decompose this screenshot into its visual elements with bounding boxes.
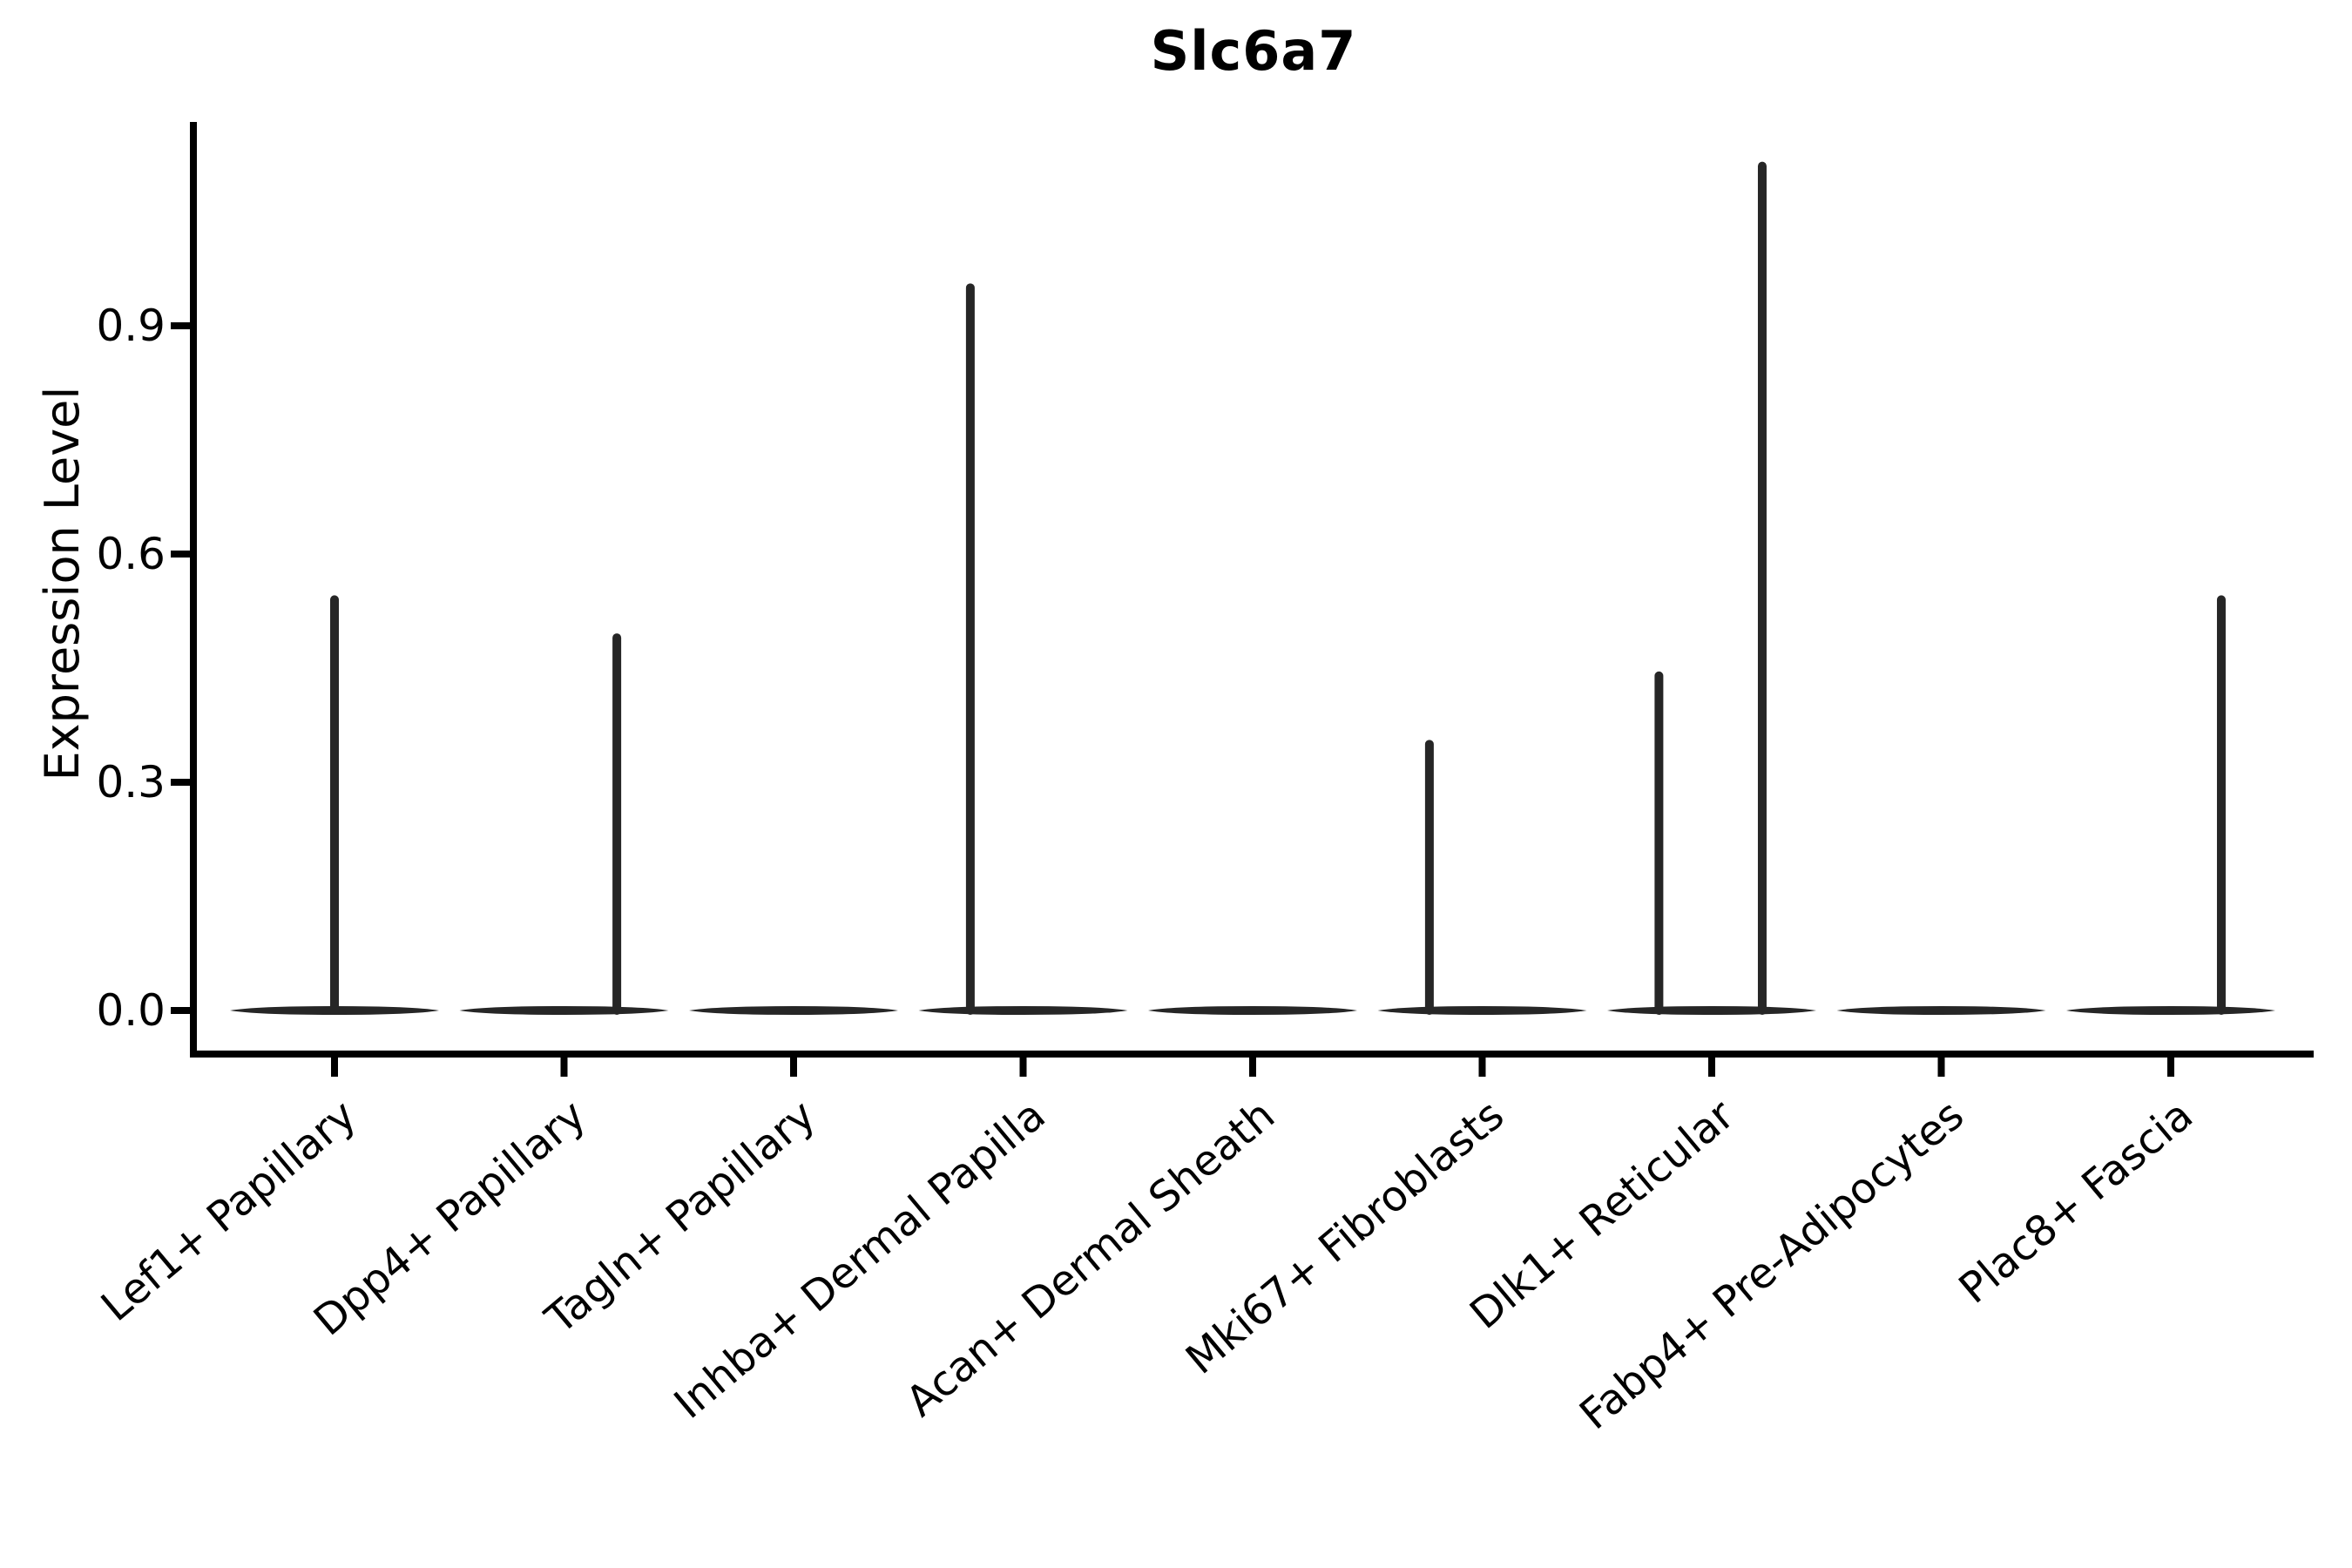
violin-base: [1377, 1006, 1587, 1015]
violin-base: [689, 1006, 898, 1015]
violin-plac8-fascia: [2066, 595, 2275, 1015]
violin-base: [2066, 1006, 2275, 1015]
x-tick-mark: [1478, 1058, 1486, 1077]
x-tick-mark: [1249, 1058, 1256, 1077]
y-tick-label: 0.9: [96, 301, 166, 351]
x-tick-mark: [1937, 1058, 1945, 1077]
violin-mki67-fibroblasts: [1377, 740, 1587, 1015]
violin-dpp4-papillary: [459, 633, 669, 1015]
x-tick-mark: [2167, 1058, 2174, 1077]
y-tick-mark: [171, 551, 190, 558]
violin-fabp4-pre-adipocytes: [1836, 1006, 2046, 1015]
violin-base: [918, 1006, 1128, 1015]
violin-acan-dermal-sheath: [1148, 1006, 1357, 1015]
violin-base: [1836, 1006, 2046, 1015]
y-tick-mark: [171, 779, 190, 787]
x-tick-mark: [1708, 1058, 1715, 1077]
y-tick-label: 0.6: [96, 529, 166, 579]
violin-base: [459, 1006, 669, 1015]
violin-base: [1607, 1006, 1816, 1015]
y-tick-label: 0.0: [96, 985, 166, 1036]
x-tick-mark: [1019, 1058, 1027, 1077]
x-tick-mark: [331, 1058, 338, 1077]
violin-dlk1-reticular: [1607, 161, 1816, 1015]
x-axis-spine: [190, 1051, 2314, 1058]
violin-lef1-papillary: [230, 595, 439, 1015]
violin-base: [1148, 1006, 1357, 1015]
violin-tagln-papillary: [689, 1006, 898, 1015]
y-tick-mark: [171, 1007, 190, 1014]
chart-title: Slc6a7: [1150, 19, 1357, 83]
y-tick-mark: [171, 322, 190, 330]
y-tick-label: 0.3: [96, 757, 166, 808]
x-tick-mark: [790, 1058, 797, 1077]
x-tick-mark: [560, 1058, 568, 1077]
y-axis-spine: [190, 122, 197, 1058]
violin-inhba-dermal-papilla: [918, 283, 1128, 1015]
